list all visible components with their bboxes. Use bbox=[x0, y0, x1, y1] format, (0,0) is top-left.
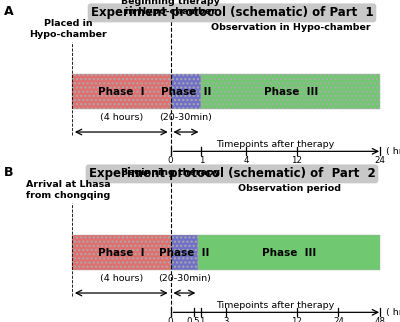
Text: Beginning therapy: Beginning therapy bbox=[121, 168, 220, 177]
Text: 1: 1 bbox=[199, 156, 204, 165]
Text: 4: 4 bbox=[243, 156, 249, 165]
Text: A: A bbox=[4, 5, 14, 18]
Text: (20-30min): (20-30min) bbox=[158, 274, 211, 283]
Text: Observation in Hypo-chamber: Observation in Hypo-chamber bbox=[211, 23, 370, 32]
Text: 12: 12 bbox=[291, 156, 302, 165]
Text: 1: 1 bbox=[199, 317, 204, 322]
Text: Beginning therapy
in Hypo-chamber: Beginning therapy in Hypo-chamber bbox=[121, 0, 220, 16]
Bar bbox=[198, 235, 380, 270]
Text: 0: 0 bbox=[168, 156, 173, 165]
Text: Observation period: Observation period bbox=[238, 184, 341, 193]
Text: 24: 24 bbox=[374, 156, 386, 165]
Text: 3: 3 bbox=[223, 317, 229, 322]
Text: (4 hours): (4 hours) bbox=[100, 274, 143, 283]
Text: 12: 12 bbox=[291, 317, 302, 322]
Text: Phase  II: Phase II bbox=[159, 248, 210, 258]
Bar bbox=[170, 235, 198, 270]
Text: Timepoints after therapy: Timepoints after therapy bbox=[216, 301, 334, 310]
Bar bbox=[72, 74, 170, 109]
Bar bbox=[201, 74, 380, 109]
Text: Phase  I: Phase I bbox=[98, 87, 144, 97]
Text: ( hr): ( hr) bbox=[386, 308, 400, 317]
Text: Phase  III: Phase III bbox=[262, 248, 316, 258]
Text: Phase  I: Phase I bbox=[98, 248, 144, 258]
Text: (4 hours): (4 hours) bbox=[100, 113, 143, 122]
Text: 48: 48 bbox=[374, 317, 386, 322]
Text: Phase  III: Phase III bbox=[264, 87, 318, 97]
Bar bbox=[170, 74, 201, 109]
Text: 0.5: 0.5 bbox=[187, 317, 200, 322]
Text: Placed in
Hypo-chamber: Placed in Hypo-chamber bbox=[29, 19, 107, 39]
Text: ( hr): ( hr) bbox=[386, 147, 400, 156]
Text: Experiment protocol (schematic) of  Part  2: Experiment protocol (schematic) of Part … bbox=[89, 167, 375, 180]
Text: Timepoints after therapy: Timepoints after therapy bbox=[216, 140, 334, 149]
Bar bbox=[72, 235, 170, 270]
Text: (20-30min): (20-30min) bbox=[160, 113, 212, 122]
Text: Phase  II: Phase II bbox=[161, 87, 211, 97]
Text: 24: 24 bbox=[333, 317, 344, 322]
Text: Experiment protocol (schematic) of Part  1: Experiment protocol (schematic) of Part … bbox=[91, 6, 373, 19]
Text: 0: 0 bbox=[168, 317, 173, 322]
Text: Arrival at Lhasa
from chongqing: Arrival at Lhasa from chongqing bbox=[26, 180, 110, 200]
Text: B: B bbox=[4, 166, 14, 179]
